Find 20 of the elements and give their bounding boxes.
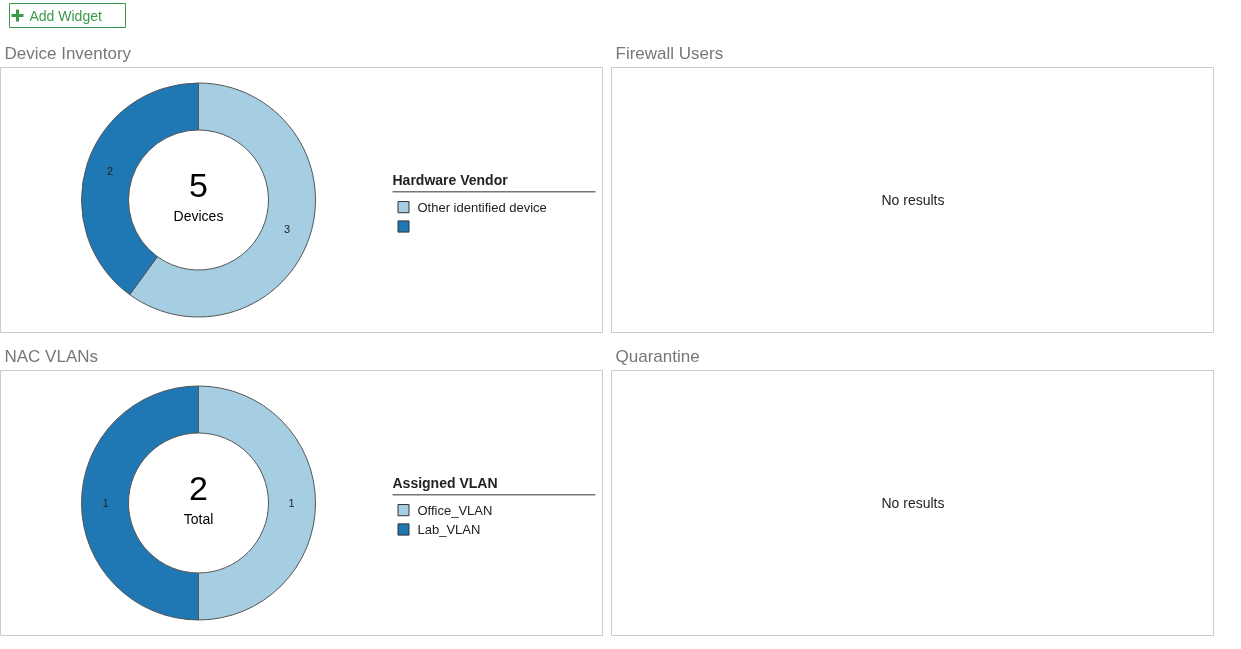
chart-title: Device Inventory (4, 43, 132, 63)
legend-title: Hardware Vendor (392, 171, 509, 188)
text: Add Widget (29, 7, 102, 24)
text: Devices (173, 208, 224, 225)
legend-label: Lab_VLAN (417, 521, 481, 537)
text: No results (881, 494, 945, 511)
legend-title: Assigned VLAN (392, 474, 498, 491)
text: Firewall Users (615, 43, 724, 63)
data-label: 1 (102, 496, 109, 509)
legend-label: Other identified device (417, 199, 547, 215)
legend-label: Office_VLAN (417, 502, 493, 518)
chart-title: NAC VLANs (4, 346, 99, 366)
text: Quarantine (615, 346, 700, 366)
text: 2 (189, 469, 208, 508)
text: Total (183, 511, 214, 528)
data-label: 2 (106, 164, 114, 177)
text: No results (881, 191, 945, 208)
data-label: 3 (283, 223, 291, 236)
data-label: 1 (288, 496, 295, 509)
text: 5 (189, 166, 208, 205)
